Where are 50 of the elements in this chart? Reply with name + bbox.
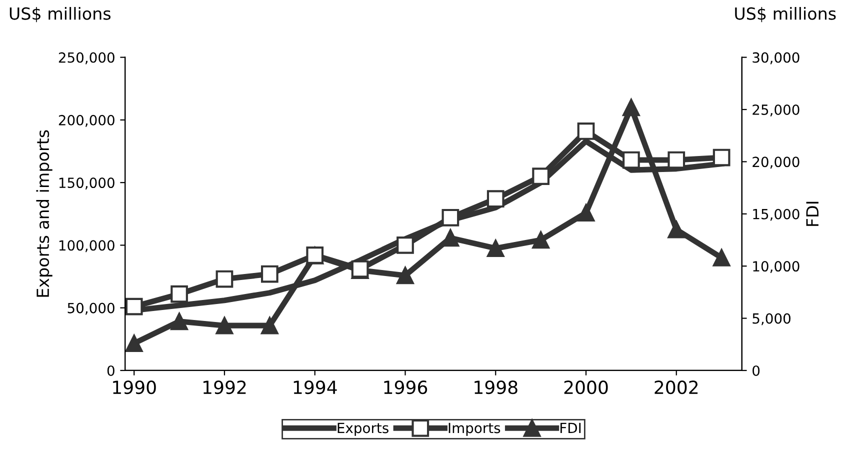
point [442, 208, 460, 226]
y2-tick-label: 10,000 [753, 261, 800, 273]
point [396, 236, 414, 254]
point [125, 334, 143, 352]
point [577, 122, 595, 140]
point [712, 148, 730, 166]
legend-label: FDI [560, 422, 581, 434]
point [260, 265, 278, 283]
y-tick-label: 200,000 [58, 114, 114, 127]
y-tick-label: 50,000 [68, 302, 114, 315]
x-tick-label: 1992 [203, 380, 246, 394]
point [125, 298, 143, 316]
y2-axis-title: FDI [806, 202, 818, 226]
x-tick-label: 2000 [564, 380, 608, 394]
point [170, 285, 188, 303]
legend-label: Imports [448, 422, 500, 436]
point [622, 98, 640, 116]
point [216, 270, 234, 288]
legend-label: Exports [338, 422, 388, 436]
point [396, 266, 414, 284]
x-tick-label: 1990 [113, 380, 156, 394]
y-axis-title: Exports and imports [36, 130, 52, 297]
y2-tick-label: 30,000 [752, 52, 800, 64]
y2-tick-label: 20,000 [752, 156, 800, 169]
y2-tick-label: 25,000 [752, 104, 800, 116]
y-tick-label: 250,000 [58, 52, 114, 64]
x-tick-label: 1996 [384, 380, 428, 394]
point [260, 316, 278, 334]
text: US$ millions [10, 6, 111, 22]
point [577, 204, 595, 222]
point [532, 168, 550, 185]
y2-tick-label: 15,000 [753, 208, 800, 221]
x-tick-label: 2002 [654, 380, 698, 394]
y-tick-label: 150,000 [59, 178, 114, 190]
point [668, 220, 686, 238]
point [712, 249, 730, 266]
point [486, 190, 504, 208]
point [170, 312, 188, 330]
point [486, 240, 504, 258]
text: US$ millions [735, 6, 836, 22]
point [216, 316, 234, 334]
x-tick-label: 1998 [474, 380, 518, 394]
point [532, 231, 550, 249]
point [668, 151, 686, 169]
point [622, 151, 640, 169]
y-tick-label: 100,000 [59, 240, 114, 252]
x-tick-label: 1994 [294, 380, 337, 394]
y2-tick-label: 5,000 [752, 313, 790, 326]
y-tick-label: 0 [107, 365, 114, 376]
y2-tick-label: 0 [752, 365, 760, 376]
